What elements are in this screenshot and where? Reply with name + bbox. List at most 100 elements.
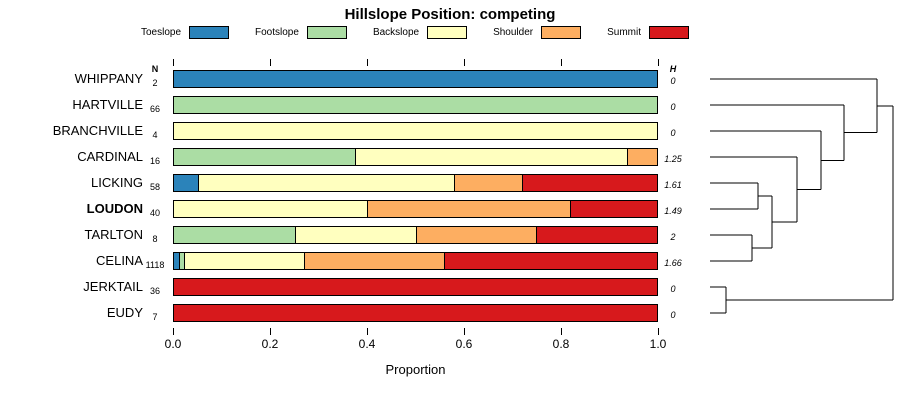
n-value: 58 [149,182,160,192]
bar-row [173,278,658,296]
n-value: 36 [149,286,160,296]
legend-item: Shoulder [493,26,582,39]
legend-label: Footslope [255,27,299,38]
row-label: LICKING [90,175,143,190]
x-tick-top [270,59,271,66]
x-tick-label: 0.0 [164,337,182,351]
legend-label: Summit [607,27,642,38]
row-label: CARDINAL [77,149,143,164]
bar-segment-backslope [355,149,627,165]
h-value: 0 [670,284,676,294]
bar-segment-backslope [174,201,368,217]
h-value: 1.61 [664,180,682,190]
h-value: 1.25 [664,154,682,164]
bar-segment-footslope [174,227,295,243]
x-tick-top [173,59,174,66]
legend-item: Footslope [255,26,347,39]
bar-row [173,252,658,270]
x-tick-bottom [658,328,659,335]
legend-swatch-shoulder [541,26,582,39]
x-tick-bottom [367,328,368,335]
bar-segment-summit [174,279,657,295]
bar-segment-shoulder [304,253,445,269]
x-tick-label: 0.4 [358,337,376,351]
legend-swatch-footslope [306,26,347,39]
x-tick-label: 0.2 [261,337,279,351]
x-tick-top [561,59,562,66]
x-tick-top [658,59,659,66]
n-value: 4 [152,130,158,140]
x-tick-top [367,59,368,66]
h-value: 1.49 [664,206,682,216]
x-tick-label: 0.6 [455,337,473,351]
row-label: HARTVILLE [72,97,143,112]
n-value: 66 [149,104,160,114]
n-column-header: N [151,64,159,74]
bar-segment-summit [570,201,657,217]
h-value: 0 [670,76,676,86]
row-label: JERKTAIL [83,279,143,294]
bar-row [173,304,658,322]
bar-segment-summit [444,253,657,269]
h-value: 2 [670,232,676,242]
bar-segment-footslope [174,97,657,113]
h-value: 0 [670,128,676,138]
bar-row [173,226,658,244]
n-value: 1118 [145,260,165,270]
row-label: TARLTON [84,227,143,242]
bar-row [173,122,658,140]
legend-item: Summit [607,26,690,39]
chart-title: Hillslope Position: competing [344,6,556,23]
legend-label: Shoulder [493,27,534,38]
n-value: 8 [152,234,158,244]
row-label: WHIPPANY [74,71,143,86]
n-value: 7 [152,312,158,322]
row-label: LOUDON [86,201,143,216]
x-axis-title: Proportion [385,362,446,377]
legend-swatch-backslope [427,26,468,39]
bar-segment-shoulder [454,175,522,191]
x-tick-bottom [464,328,465,335]
legend-label: Toeslope [140,27,182,38]
bar-segment-shoulder [626,149,657,165]
bar-segment-backslope [174,123,657,139]
bar-row [173,70,658,88]
bar-segment-footslope [174,149,356,165]
bar-segment-backslope [183,253,305,269]
legend-label: Backslope [372,27,420,38]
x-tick-bottom [561,328,562,335]
row-label: BRANCHVILLE [52,123,143,138]
bar-row [173,148,658,166]
n-value: 2 [152,78,158,88]
bar-segment-shoulder [415,227,537,243]
legend-item: Toeslope [140,26,230,39]
legend: Toeslope Footslope Backslope Shoulder Summit [0,26,830,39]
row-label: CELINA [96,253,143,268]
bar-segment-summit [536,227,657,243]
bar-segment-summit [174,305,657,321]
bar-segment-toeslope [174,175,199,191]
legend-swatch-summit [649,26,690,39]
x-tick-bottom [173,328,174,335]
x-tick-label: 0.8 [552,337,570,351]
bar-row [173,96,658,114]
bar-segment-backslope [294,227,416,243]
bar-segment-toeslope [174,253,179,269]
x-tick-bottom [270,328,271,335]
bar-segment-toeslope [174,71,657,87]
legend-item: Backslope [372,26,468,39]
h-value: 0 [670,102,676,112]
bar-row [173,200,658,218]
n-value: 16 [149,156,160,166]
h-column-header: H [669,64,677,74]
bar-segment-backslope [198,175,455,191]
bar-segment-summit [521,175,657,191]
bar-segment-footslope [178,253,184,269]
x-tick-top [464,59,465,66]
h-value: 0 [670,310,676,320]
bar-row [173,174,658,192]
row-label: EUDY [106,305,143,320]
